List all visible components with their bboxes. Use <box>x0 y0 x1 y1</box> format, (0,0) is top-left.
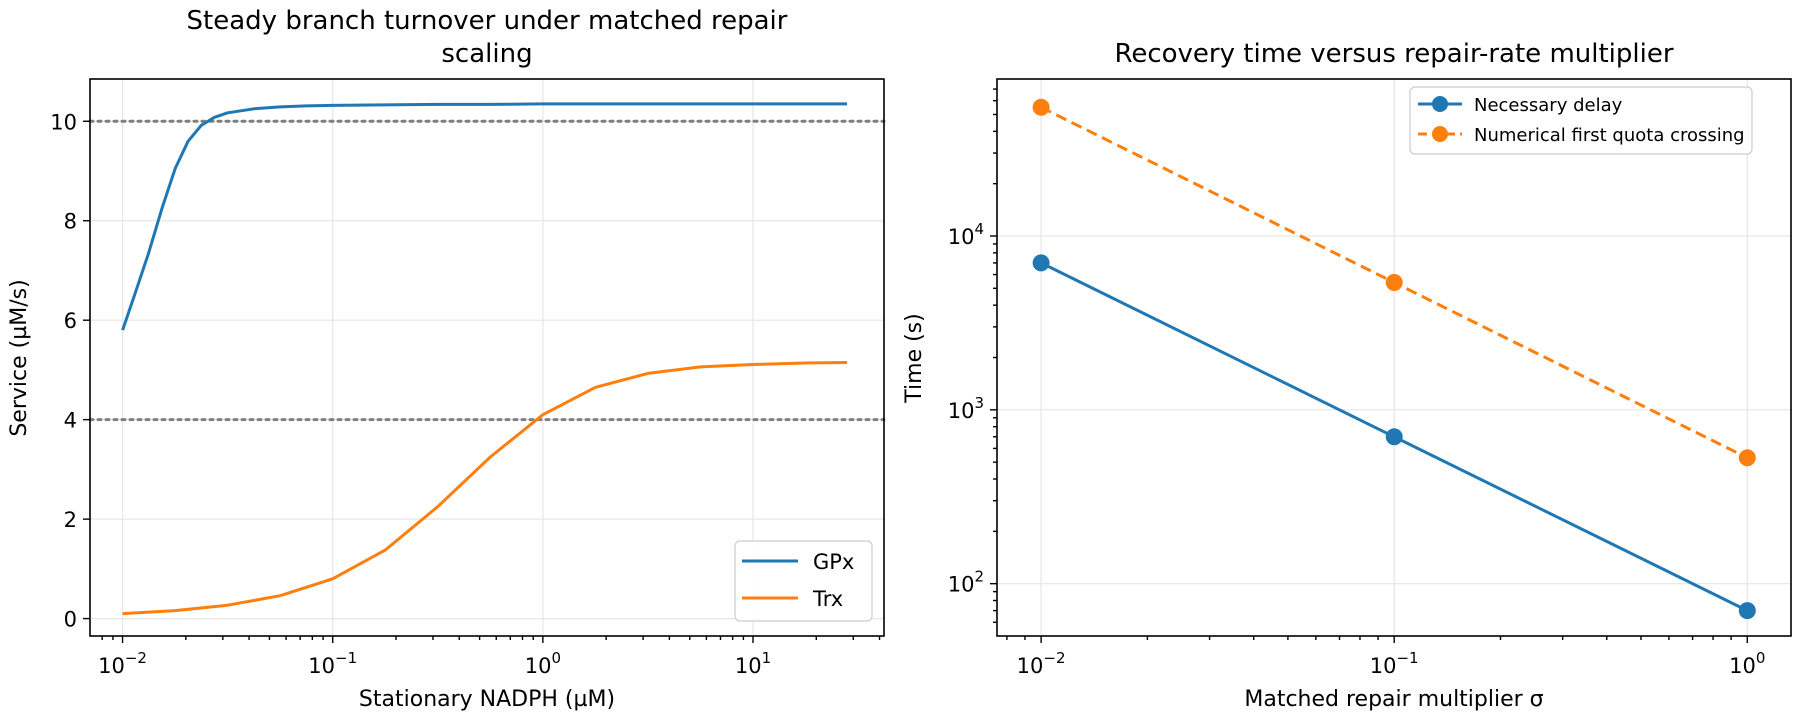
left-x-tick-label: 100 <box>525 649 561 678</box>
left-y-tick-label: 0 <box>64 608 77 632</box>
left-plot-frame <box>89 78 885 637</box>
left-reference-lines <box>88 119 886 422</box>
right-x-ticks: 10−2 10−1 100 <box>1006 636 1765 678</box>
legend-label-numerical-quota: Numerical first quota crossing <box>1474 125 1745 146</box>
left-y-tick-label: 6 <box>64 309 77 333</box>
right-legend: Necessary delay Numerical first quota cr… <box>1409 86 1753 155</box>
left-y-axis-label: Service (µM/s) <box>7 279 32 436</box>
left-y-tick-label: 2 <box>64 508 77 532</box>
marker-necessary-delay <box>1738 602 1756 620</box>
marker-numerical-first-quota-crossing <box>1738 449 1756 467</box>
right-plot-frame <box>996 78 1792 637</box>
left-title-line-1: Steady branch turnover under matched rep… <box>187 6 788 36</box>
series-line-gpx <box>121 102 847 331</box>
left-y-tick-label: 10 <box>50 110 77 134</box>
right-chart: 10−2 10−1 100 102 103 104 Recovery time vers… <box>902 39 1792 712</box>
left-legend: GPx Trx <box>734 540 873 622</box>
right-title: Recovery time versus repair-rate multipl… <box>1114 39 1673 69</box>
marker-necessary-delay <box>1385 428 1403 446</box>
legend-marker-necessary-delay <box>1432 96 1448 112</box>
left-y-tick-label: 8 <box>64 210 77 234</box>
marker-necessary-delay <box>1032 254 1050 272</box>
right-y-tick-label: 102 <box>948 568 984 597</box>
legend-marker-numerical-quota <box>1432 126 1448 142</box>
legend-label-gpx: GPx <box>813 550 854 574</box>
left-chart: 10−2 10−1 100 101 0 2 4 6 8 10 Steady branch tur… <box>7 6 886 712</box>
right-y-axis-label: Time (s) <box>902 313 927 403</box>
right-grid <box>997 79 1791 636</box>
right-legend-box <box>1409 86 1753 155</box>
left-y-ticks: 0 2 4 6 8 10 <box>50 110 90 632</box>
left-title-line-2: scaling <box>441 39 532 69</box>
left-x-ticks: 10−2 10−1 100 101 <box>98 636 881 678</box>
right-x-tick-label: 10−2 <box>1017 649 1066 678</box>
left-x-tick-label: 101 <box>735 649 771 678</box>
left-x-tick-label: 10−1 <box>308 649 357 678</box>
legend-label-necessary-delay: Necessary delay <box>1474 95 1623 116</box>
legend-label-trx: Trx <box>812 587 843 611</box>
right-x-tick-label: 100 <box>1729 649 1765 678</box>
left-x-axis-label: Stationary NADPH (µM) <box>359 687 615 712</box>
right-y-tick-label: 104 <box>948 220 984 249</box>
right-y-tick-label: 103 <box>948 394 984 423</box>
series-line-trx <box>122 361 848 616</box>
right-series-markers <box>1032 98 1756 620</box>
right-y-ticks: 102 103 104 <box>948 88 997 623</box>
right-x-axis-label: Matched repair multiplier σ <box>1244 687 1543 712</box>
left-y-tick-label: 4 <box>64 409 77 433</box>
left-series-lines <box>121 102 848 616</box>
marker-numerical-first-quota-crossing <box>1032 98 1050 116</box>
marker-numerical-first-quota-crossing <box>1385 274 1403 291</box>
right-x-tick-label: 10−1 <box>1370 649 1419 678</box>
left-x-tick-label: 10−2 <box>98 649 147 678</box>
